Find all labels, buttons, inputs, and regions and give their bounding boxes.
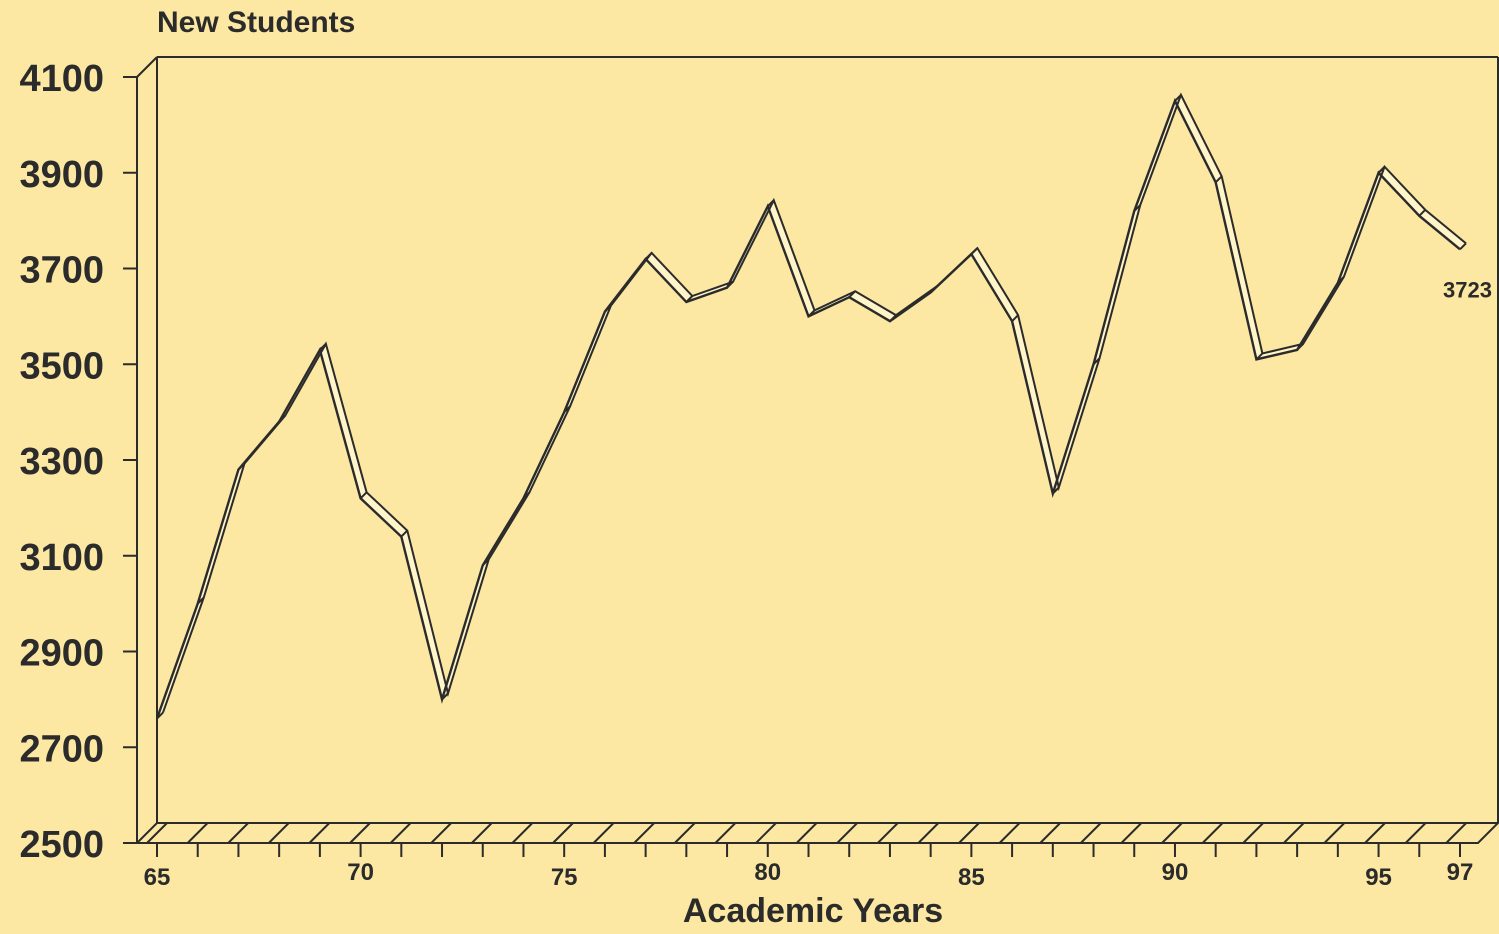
y-tick-label: 2900 — [19, 633, 104, 675]
y-tick-label: 2700 — [19, 728, 104, 770]
series-front-edge — [155, 97, 1461, 719]
floor-hatch-line — [958, 822, 980, 844]
data-point — [1133, 204, 1141, 212]
floor-hatch-line — [1161, 822, 1183, 844]
x-axis-label: Academic Years — [683, 892, 943, 929]
floor-hatch-line — [877, 822, 899, 844]
data-point — [1011, 314, 1019, 322]
data-point — [1255, 352, 1264, 361]
floor-hatch-line — [552, 822, 574, 844]
y-tick-label: 3500 — [19, 345, 104, 387]
floor-hatch-line — [1323, 822, 1346, 844]
data-point — [1052, 486, 1060, 495]
floor-hatch-line — [917, 822, 940, 844]
x-tick-label: 85 — [958, 864, 985, 891]
floor-hatch-line — [268, 822, 290, 844]
chart-title: New Students — [157, 6, 355, 39]
series-line — [155, 92, 1467, 720]
floor-hatch-line — [836, 822, 858, 844]
floor-hatch-line — [349, 822, 371, 844]
floor-hatch-line — [1039, 822, 1061, 844]
floor-hatch-line — [186, 822, 209, 844]
y-tick-label: 3300 — [19, 441, 104, 483]
floor-hatch-line — [389, 822, 412, 844]
data-point — [237, 462, 246, 471]
floor-hatch-line — [998, 822, 1021, 844]
data-point — [848, 290, 856, 298]
data-point — [1214, 175, 1223, 184]
data-point — [1296, 343, 1304, 351]
data-point — [1174, 94, 1182, 102]
data-point — [156, 711, 164, 720]
data-point — [1459, 242, 1467, 251]
data-point — [400, 529, 409, 538]
floor-hatch-line — [511, 822, 534, 844]
data-point — [441, 692, 449, 701]
data-point — [278, 414, 286, 423]
data-point — [1337, 276, 1345, 284]
data-point — [359, 491, 368, 500]
floor-hatch-line — [471, 822, 493, 844]
floor-hatching — [146, 822, 1467, 844]
y-tick-label: 3100 — [19, 537, 104, 579]
data-point — [889, 314, 897, 322]
x-tick-label: 70 — [347, 859, 374, 886]
data-point — [604, 304, 612, 313]
chart-frame — [134, 56, 1499, 844]
data-point — [482, 558, 490, 567]
floor-hatch-line — [633, 822, 655, 844]
data-point — [319, 343, 327, 351]
data-point — [644, 252, 653, 260]
floor-hatch-line — [430, 822, 452, 844]
floor-hatch-line — [1364, 822, 1386, 844]
floor-hatch-line — [1445, 822, 1467, 844]
floor-hatch-line — [1242, 822, 1264, 844]
floor-hatch-line — [1120, 822, 1143, 844]
data-point — [1377, 166, 1386, 174]
x-tick-label: 65 — [144, 864, 171, 891]
data-point — [685, 295, 694, 303]
floor-hatch-line — [227, 822, 249, 844]
y-tick-label: 4100 — [19, 58, 104, 100]
floor-hatch-line — [674, 822, 696, 844]
floor-hatch-line — [592, 822, 615, 844]
data-point — [197, 596, 205, 605]
data-point — [1418, 209, 1426, 217]
x-axis: 65 70 75 80 85 90 95 97 — [123, 842, 1478, 891]
data-point — [563, 405, 571, 413]
data-point — [726, 280, 734, 289]
series-back-edge — [162, 92, 1467, 713]
y-tick-label: 3700 — [19, 250, 104, 292]
floor-hatch-line — [146, 822, 168, 844]
x-tick-label: 97 — [1447, 859, 1474, 886]
data-point — [807, 309, 816, 318]
data-point — [929, 285, 938, 294]
frame-depth-top-left — [136, 56, 158, 78]
data-label: 3723 — [1443, 277, 1492, 302]
data-point — [970, 247, 979, 255]
y-tick-label: 2500 — [19, 824, 104, 866]
y-axis: 2500 2700 2900 3100 3300 3500 3700 3900 4100 — [19, 58, 137, 866]
series-ribbon — [157, 94, 1466, 719]
floor-hatch-line — [755, 822, 777, 844]
annotations: 3723 — [1443, 277, 1492, 302]
x-tick-label: 75 — [551, 864, 578, 891]
x-tick-label: 80 — [754, 859, 781, 886]
floor-hatch-line — [795, 822, 818, 844]
x-tick-label: 90 — [1162, 859, 1189, 886]
data-point — [522, 491, 531, 500]
y-tick-label: 3900 — [19, 154, 104, 196]
floor-hatch-line — [714, 822, 737, 844]
data-point — [767, 199, 775, 207]
floor-hatch-line — [1080, 822, 1102, 844]
floor-hatch-line — [308, 822, 331, 844]
data-point — [1092, 357, 1101, 365]
floor-hatch-line — [1404, 822, 1427, 844]
x-tick-label: 95 — [1365, 864, 1392, 891]
floor-hatch-line — [1283, 822, 1305, 844]
floor-hatch-line — [1201, 822, 1224, 844]
